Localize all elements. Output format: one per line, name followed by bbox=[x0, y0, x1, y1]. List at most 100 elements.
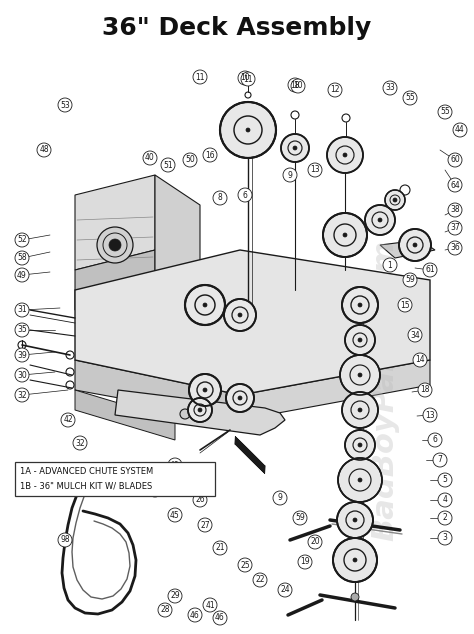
Text: 11: 11 bbox=[243, 75, 253, 84]
Text: 42: 42 bbox=[63, 415, 73, 425]
Text: 27: 27 bbox=[200, 521, 210, 529]
Circle shape bbox=[418, 383, 432, 397]
Circle shape bbox=[333, 538, 377, 582]
Circle shape bbox=[278, 583, 292, 597]
Circle shape bbox=[448, 178, 462, 192]
Text: 12: 12 bbox=[330, 86, 340, 94]
Text: 38: 38 bbox=[450, 205, 460, 214]
Circle shape bbox=[438, 473, 452, 487]
Circle shape bbox=[448, 203, 462, 217]
Text: 11: 11 bbox=[195, 72, 205, 82]
Circle shape bbox=[343, 233, 347, 237]
Text: 6: 6 bbox=[433, 436, 438, 444]
Circle shape bbox=[224, 299, 256, 331]
Circle shape bbox=[97, 227, 133, 263]
Circle shape bbox=[15, 368, 29, 382]
Circle shape bbox=[143, 151, 157, 165]
Text: 22: 22 bbox=[255, 576, 265, 585]
Circle shape bbox=[323, 213, 367, 257]
Text: 59: 59 bbox=[295, 514, 305, 522]
Text: 46: 46 bbox=[215, 614, 225, 623]
Circle shape bbox=[58, 98, 72, 112]
Circle shape bbox=[399, 229, 431, 261]
Circle shape bbox=[203, 148, 217, 162]
Circle shape bbox=[403, 91, 417, 105]
Circle shape bbox=[408, 328, 422, 342]
Text: 8: 8 bbox=[218, 193, 222, 202]
Circle shape bbox=[188, 608, 202, 622]
Text: 41: 41 bbox=[205, 600, 215, 609]
Text: 13: 13 bbox=[310, 165, 320, 174]
Circle shape bbox=[358, 408, 362, 412]
Circle shape bbox=[188, 398, 212, 422]
Text: 28: 28 bbox=[160, 605, 170, 614]
Circle shape bbox=[203, 598, 217, 612]
Circle shape bbox=[193, 493, 207, 507]
Circle shape bbox=[438, 531, 452, 545]
Circle shape bbox=[433, 453, 447, 467]
Text: 19: 19 bbox=[300, 557, 310, 567]
Circle shape bbox=[198, 518, 212, 532]
Circle shape bbox=[238, 558, 252, 572]
Text: 21: 21 bbox=[215, 543, 225, 552]
Circle shape bbox=[238, 396, 242, 400]
Circle shape bbox=[220, 102, 276, 158]
Text: 32: 32 bbox=[75, 439, 85, 448]
Text: 36: 36 bbox=[450, 243, 460, 252]
Circle shape bbox=[423, 263, 437, 277]
Text: 9: 9 bbox=[288, 171, 292, 179]
Circle shape bbox=[15, 251, 29, 265]
Circle shape bbox=[288, 78, 302, 92]
Circle shape bbox=[15, 268, 29, 282]
Circle shape bbox=[293, 511, 307, 525]
Circle shape bbox=[438, 105, 452, 119]
Text: 3: 3 bbox=[443, 533, 447, 543]
Circle shape bbox=[15, 233, 29, 247]
Circle shape bbox=[238, 71, 252, 85]
Polygon shape bbox=[75, 360, 240, 420]
Circle shape bbox=[238, 188, 252, 202]
Circle shape bbox=[398, 298, 412, 312]
Circle shape bbox=[338, 458, 382, 502]
Circle shape bbox=[342, 287, 378, 323]
Circle shape bbox=[358, 338, 362, 342]
Circle shape bbox=[298, 555, 312, 569]
Circle shape bbox=[328, 83, 342, 97]
Circle shape bbox=[353, 518, 357, 522]
Text: 50: 50 bbox=[185, 155, 195, 164]
Circle shape bbox=[203, 303, 207, 307]
Circle shape bbox=[253, 573, 267, 587]
Text: 1: 1 bbox=[388, 261, 392, 269]
Text: 31: 31 bbox=[17, 306, 27, 314]
Text: 13: 13 bbox=[425, 410, 435, 420]
Circle shape bbox=[246, 128, 250, 132]
Circle shape bbox=[15, 388, 29, 402]
Circle shape bbox=[73, 436, 87, 450]
Circle shape bbox=[193, 70, 207, 84]
Circle shape bbox=[393, 198, 397, 202]
Text: 39: 39 bbox=[17, 351, 27, 359]
Text: 4: 4 bbox=[443, 496, 447, 505]
Text: 53: 53 bbox=[60, 101, 70, 110]
Circle shape bbox=[358, 478, 362, 482]
Circle shape bbox=[168, 508, 182, 522]
Circle shape bbox=[351, 593, 359, 601]
Polygon shape bbox=[380, 240, 435, 258]
Circle shape bbox=[378, 218, 382, 222]
Circle shape bbox=[358, 373, 362, 377]
Circle shape bbox=[428, 433, 442, 447]
FancyBboxPatch shape bbox=[15, 462, 215, 496]
Text: 45: 45 bbox=[170, 510, 180, 519]
Text: 52: 52 bbox=[17, 235, 27, 245]
Circle shape bbox=[213, 541, 227, 555]
Polygon shape bbox=[75, 250, 155, 310]
Circle shape bbox=[383, 81, 397, 95]
Text: 65: 65 bbox=[150, 486, 160, 495]
Text: 60: 60 bbox=[450, 155, 460, 164]
Circle shape bbox=[365, 205, 395, 235]
Text: 5: 5 bbox=[443, 476, 447, 484]
Text: 26: 26 bbox=[195, 496, 205, 505]
Text: 40: 40 bbox=[145, 153, 155, 162]
Text: 7: 7 bbox=[438, 455, 442, 465]
Polygon shape bbox=[75, 175, 155, 270]
